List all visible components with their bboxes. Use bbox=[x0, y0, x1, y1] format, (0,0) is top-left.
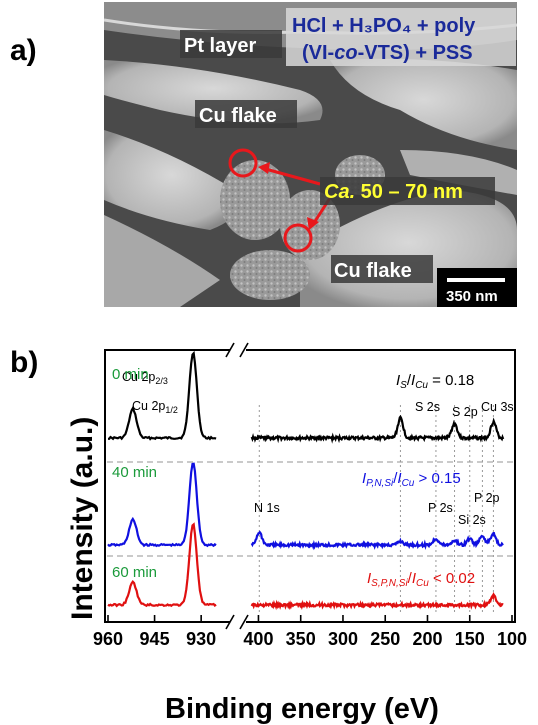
sem-title-line2: (VI-co-VTS) + PSS bbox=[302, 42, 473, 64]
peak-label: S 2s bbox=[415, 400, 440, 414]
x-tick-label: 150 bbox=[455, 629, 485, 649]
peak-label: S 2p bbox=[452, 405, 478, 419]
axis-break-marks bbox=[225, 342, 249, 630]
x-tick-label: 100 bbox=[497, 629, 527, 649]
particle-circle-2 bbox=[283, 223, 313, 253]
series-name-label: 60 min bbox=[112, 564, 157, 581]
spectrum-line-seg1 bbox=[108, 350, 217, 441]
peak-label: Cu 3s bbox=[481, 400, 514, 414]
spectrum-line-seg2 bbox=[250, 591, 504, 611]
sem-title-line1: HCl + H₃PO₄ + poly bbox=[292, 15, 476, 37]
x-axis-label: Binding energy (eV) bbox=[165, 693, 439, 725]
spectrum-line-seg1 bbox=[107, 462, 217, 548]
panel-a-label: a) bbox=[10, 34, 37, 67]
peak-label: N 1s bbox=[254, 501, 280, 515]
arrow-1-head bbox=[258, 162, 270, 174]
spectra bbox=[107, 350, 505, 611]
spectrum-line-seg2 bbox=[250, 530, 504, 551]
cu-flake-bottom-label-bg bbox=[331, 255, 433, 283]
peak-label: P 2s bbox=[428, 501, 453, 515]
series-name-label: 0 min bbox=[112, 366, 149, 383]
ratio-annotation: IS,P,N,Si/ICu < 0.02 bbox=[367, 570, 475, 589]
size-label: Ca. 50 – 70 nm bbox=[324, 181, 463, 203]
series-name-label: 40 min bbox=[112, 464, 157, 481]
ratio-annotation: IS/ICu = 0.18 bbox=[396, 372, 474, 391]
plot-frame bbox=[104, 349, 516, 623]
panel-b-label: b) bbox=[10, 346, 38, 379]
y-axis-label: Intensity (a.u.) bbox=[66, 417, 99, 620]
peak-label: Si 2s bbox=[458, 513, 486, 527]
arrow-1 bbox=[261, 166, 321, 186]
ratio-annotation: IP,N,Si/ICu > 0.15 bbox=[362, 470, 461, 489]
x-tick-label: 400 bbox=[243, 629, 273, 649]
x-ticks: 960 945 930 400 350 300 250 200 150 100 bbox=[93, 615, 527, 649]
x-tick-label: 930 bbox=[186, 629, 216, 649]
arrow-2-head bbox=[307, 217, 319, 230]
x-tick-label: 300 bbox=[328, 629, 358, 649]
title-label-bg bbox=[286, 8, 516, 66]
size-label-bg bbox=[320, 177, 495, 205]
particle-circle-1 bbox=[228, 148, 258, 178]
pt-layer-label: Pt layer bbox=[184, 35, 256, 57]
peak-label: P 2p bbox=[474, 491, 500, 505]
series-labels: 0 min IS/ICu = 0.18 40 min IP,N,Si/ICu > 0.… bbox=[112, 366, 475, 589]
scalebar-text: 350 nm bbox=[446, 288, 498, 305]
peak-labels: Cu 2p1/2 Cu 2p2/3 S 2s S 2p Cu 3s N 1s P 2s Si … bbox=[122, 370, 514, 527]
cu-flake-top-label: Cu flake bbox=[199, 105, 277, 127]
peak-label: Cu 2p2/3 bbox=[122, 370, 168, 386]
cu-flake-bottom-label: Cu flake bbox=[334, 260, 412, 282]
x-tick-label: 945 bbox=[140, 629, 170, 649]
x-tick-label: 350 bbox=[286, 629, 316, 649]
scalebar-box bbox=[437, 268, 517, 307]
x-tick-label: 200 bbox=[412, 629, 442, 649]
cu-flake-top-label-bg bbox=[195, 100, 297, 128]
spectrum-line-seg2 bbox=[250, 414, 505, 444]
spectrum-line-seg1 bbox=[107, 522, 217, 608]
x-tick-label: 960 bbox=[93, 629, 123, 649]
x-tick-label: 250 bbox=[370, 629, 400, 649]
peak-label: Cu 2p1/2 bbox=[132, 399, 178, 415]
pt-layer-label-bg bbox=[180, 30, 282, 58]
